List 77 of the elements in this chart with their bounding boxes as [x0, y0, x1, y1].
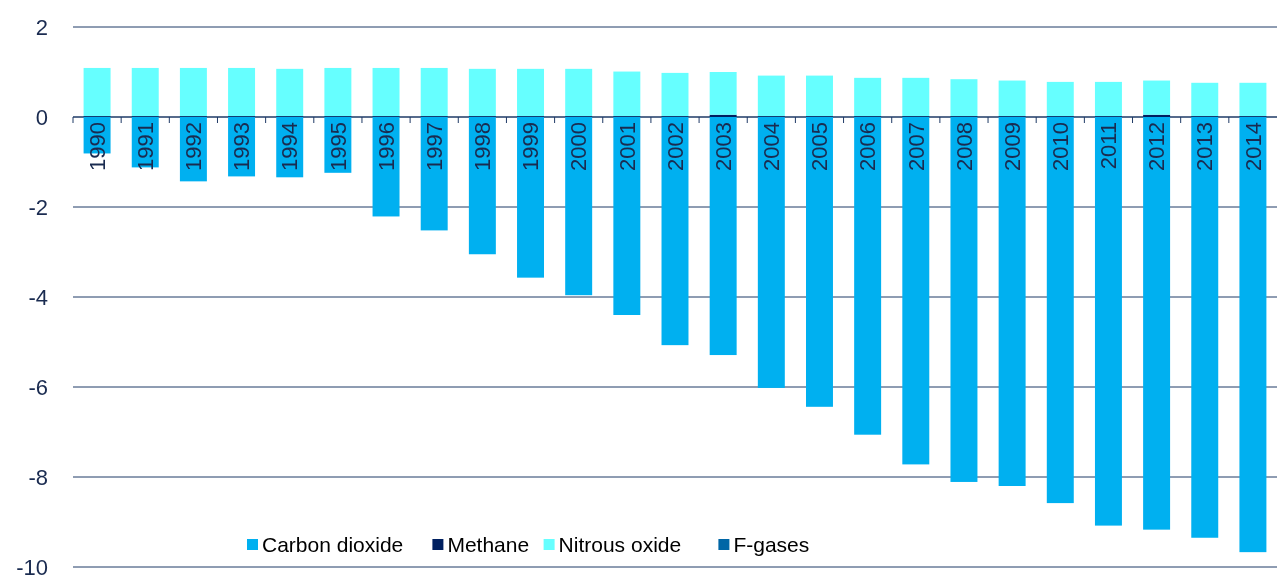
bar	[131, 67, 159, 117]
bar	[324, 67, 352, 117]
y-tick-label: -10	[16, 554, 48, 580]
x-tick-label: 2003	[710, 122, 736, 171]
bar	[1046, 81, 1074, 117]
bar	[276, 68, 304, 117]
y-tick-label: -6	[28, 374, 48, 400]
bar	[1094, 117, 1122, 526]
x-tick-label: 2007	[903, 122, 929, 171]
bar	[1239, 117, 1267, 553]
bar	[806, 117, 833, 407]
y-tick-label: -8	[28, 464, 48, 490]
bar	[1094, 81, 1122, 117]
bar	[565, 117, 593, 296]
bar	[1191, 82, 1219, 117]
bar	[1239, 82, 1267, 117]
x-tick-label: 2010	[1047, 122, 1073, 171]
bar	[613, 117, 641, 315]
bar	[613, 71, 641, 117]
legend-label: Methane	[447, 533, 530, 557]
x-tick-label: 2001	[614, 122, 640, 171]
bar	[661, 72, 689, 117]
bar	[806, 75, 833, 117]
bar	[1046, 117, 1074, 504]
bar	[468, 68, 496, 117]
x-tick-label: 1997	[421, 122, 447, 171]
bar	[902, 117, 930, 465]
x-tick-label: 2005	[807, 122, 833, 171]
bar	[565, 68, 593, 117]
x-tick-label: 1991	[132, 122, 158, 171]
bar	[420, 67, 448, 117]
bar	[1143, 80, 1171, 115]
bar	[228, 67, 256, 117]
x-tick-label: 2011	[1096, 122, 1122, 170]
x-tick-label: 2008	[951, 122, 977, 171]
x-tick-label: 2006	[855, 122, 881, 171]
bar	[757, 117, 785, 388]
bar	[517, 117, 544, 278]
legend-label: Carbon dioxide	[262, 533, 404, 557]
bar	[950, 117, 978, 482]
bar	[709, 117, 737, 356]
x-tick-label: 2002	[662, 122, 688, 171]
x-tick-label: 2004	[759, 122, 785, 171]
x-tick-label: 1999	[518, 122, 544, 171]
bar	[950, 79, 978, 117]
bar	[757, 75, 785, 117]
y-tick-label: -4	[28, 284, 48, 310]
x-tick-label: 2013	[1192, 122, 1218, 171]
x-tick-label: 1995	[325, 122, 351, 171]
bar	[902, 77, 930, 117]
bar	[709, 72, 737, 115]
x-tick-label: 1998	[470, 122, 496, 171]
x-tick-label: 2009	[999, 122, 1025, 171]
bar	[661, 117, 689, 346]
x-tick-label: 1996	[373, 122, 399, 171]
x-tick-label: 2012	[1144, 122, 1170, 171]
x-tick-label: 1992	[181, 122, 207, 171]
x-tick-label: 1990	[84, 122, 110, 171]
x-tick-label: 1993	[229, 122, 255, 171]
bar	[854, 77, 882, 117]
y-tick-label: -2	[28, 194, 48, 220]
x-tick-label: 2014	[1240, 122, 1266, 171]
bar	[1191, 117, 1219, 538]
y-tick-label: 0	[35, 104, 48, 130]
bar	[83, 67, 111, 117]
x-tick-label: 2000	[566, 122, 592, 171]
x-tick-label: 1994	[277, 122, 303, 171]
bar	[998, 117, 1026, 486]
y-tick-label: 2	[35, 14, 48, 40]
bar	[1143, 117, 1171, 530]
bar	[854, 117, 882, 435]
bar	[517, 68, 544, 117]
bar	[372, 67, 400, 117]
legend-label: F-gases	[733, 533, 810, 557]
bar	[179, 67, 207, 117]
legend-label: Nitrous oxide	[558, 533, 682, 557]
bar	[998, 80, 1026, 117]
